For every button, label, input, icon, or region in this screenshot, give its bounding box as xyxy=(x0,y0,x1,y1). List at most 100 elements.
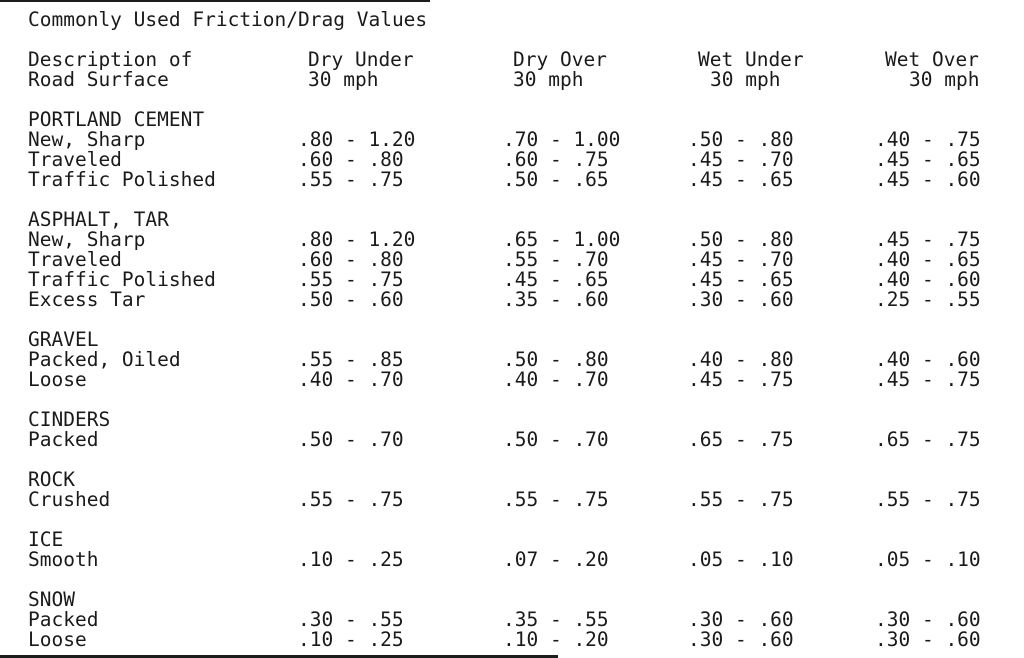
table-row: Traveled .60 - .80 .55 - .70 .45 - .70 .… xyxy=(28,250,1024,270)
table-row: New, Sharp .80 - 1.20 .70 - 1.00 .50 - .… xyxy=(28,130,1024,150)
cell-dry-under: .50 - .60 xyxy=(298,288,404,311)
cell-dry-under: .10 - .25 xyxy=(298,628,404,651)
top-edge-crop-artifact xyxy=(0,0,430,2)
section-heading: CINDERS xyxy=(28,408,111,431)
cell-wet-under: .45 - .70 xyxy=(688,248,794,271)
cell-wet-under: .50 - .80 xyxy=(688,128,794,151)
table-header-line2: Road Surface 30 mph 30 mph 30 mph 30 mph xyxy=(28,70,1024,90)
cell-wet-under: .65 - .75 xyxy=(688,428,794,451)
row-label: Traffic Polished xyxy=(28,268,216,291)
section-gravel: GRAVEL Packed, Oiled .55 - .85 .50 - .80… xyxy=(28,330,1024,390)
section-heading: ICE xyxy=(28,528,64,551)
cell-dry-over: .50 - .80 xyxy=(503,348,609,371)
row-label: Smooth xyxy=(28,548,99,571)
header-wet-under-line1: Wet Under xyxy=(698,48,804,71)
cell-dry-over: .65 - 1.00 xyxy=(503,228,621,251)
cell-wet-over: .55 - .75 xyxy=(875,488,981,511)
header-description-line1: Description of xyxy=(28,48,193,71)
cell-dry-under: .55 - .75 xyxy=(298,488,404,511)
cell-dry-over: .70 - 1.00 xyxy=(503,128,621,151)
cell-wet-over: .40 - .65 xyxy=(875,248,981,271)
cell-wet-under: .45 - .65 xyxy=(688,168,794,191)
bottom-edge-crop-artifact xyxy=(0,655,558,658)
cell-dry-under: .10 - .25 xyxy=(298,548,404,571)
cell-dry-under: .40 - .70 xyxy=(298,368,404,391)
cell-wet-under: .40 - .80 xyxy=(688,348,794,371)
section-cinders: CINDERS Packed .50 - .70 .50 - .70 .65 -… xyxy=(28,410,1024,450)
cell-wet-over: .30 - .60 xyxy=(875,608,981,631)
row-label: Traffic Polished xyxy=(28,168,216,191)
cell-wet-over: .05 - .10 xyxy=(875,548,981,571)
table-row: Traffic Polished .55 - .75 .50 - .65 .45… xyxy=(28,170,1024,190)
row-label: New, Sharp xyxy=(28,228,146,251)
header-dry-over-line1: Dry Over xyxy=(513,48,607,71)
row-label: New, Sharp xyxy=(28,128,146,151)
cell-dry-under: .50 - .70 xyxy=(298,428,404,451)
table-header: Description of Dry Under Dry Over Wet Un… xyxy=(28,50,1024,90)
header-wet-over-line2: 30 mph xyxy=(909,68,980,91)
section-heading: GRAVEL xyxy=(28,328,99,351)
row-label: Packed xyxy=(28,428,99,451)
cell-wet-under: .30 - .60 xyxy=(688,288,794,311)
cell-dry-under: .80 - 1.20 xyxy=(298,128,416,151)
table-row: Packed, Oiled .55 - .85 .50 - .80 .40 - … xyxy=(28,350,1024,370)
row-label: Excess Tar xyxy=(28,288,146,311)
cell-wet-over: .45 - .75 xyxy=(875,368,981,391)
section-heading: ROCK xyxy=(28,468,75,491)
document-content: Commonly Used Friction/Drag Values Descr… xyxy=(28,10,1024,650)
cell-wet-over: .25 - .55 xyxy=(875,288,981,311)
cell-dry-over: .07 - .20 xyxy=(503,548,609,571)
cell-dry-over: .10 - .20 xyxy=(503,628,609,651)
cell-wet-over: .30 - .60 xyxy=(875,628,981,651)
cell-dry-under: .55 - .75 xyxy=(298,268,404,291)
header-wet-under-line2: 30 mph xyxy=(710,68,781,91)
row-label: Traveled xyxy=(28,248,122,271)
cell-dry-under: .30 - .55 xyxy=(298,608,404,631)
page-title: Commonly Used Friction/Drag Values xyxy=(28,8,428,31)
header-dry-under-line1: Dry Under xyxy=(308,48,414,71)
table-row: Traffic Polished .55 - .75 .45 - .65 .45… xyxy=(28,270,1024,290)
section-heading: ASPHALT, TAR xyxy=(28,208,169,231)
row-label: Packed xyxy=(28,608,99,631)
cell-dry-over: .50 - .65 xyxy=(503,168,609,191)
cell-wet-over: .45 - .75 xyxy=(875,228,981,251)
cell-wet-over: .40 - .60 xyxy=(875,268,981,291)
cell-dry-over: .35 - .55 xyxy=(503,608,609,631)
row-label: Crushed xyxy=(28,488,111,511)
header-wet-over-line1: Wet Over xyxy=(885,48,979,71)
cell-wet-over: .40 - .60 xyxy=(875,348,981,371)
cell-wet-under: .50 - .80 xyxy=(688,228,794,251)
cell-wet-under: .05 - .10 xyxy=(688,548,794,571)
table-header-line1: Description of Dry Under Dry Over Wet Un… xyxy=(28,50,1024,70)
section-ice: ICE Smooth .10 - .25 .07 - .20 .05 - .10… xyxy=(28,530,1024,570)
cell-dry-under: .55 - .75 xyxy=(298,168,404,191)
cell-wet-under: .45 - .75 xyxy=(688,368,794,391)
cell-dry-under: .60 - .80 xyxy=(298,248,404,271)
cell-wet-over: .45 - .65 xyxy=(875,148,981,171)
header-description-line2: Road Surface xyxy=(28,68,169,91)
row-label: Traveled xyxy=(28,148,122,171)
cell-wet-over: .40 - .75 xyxy=(875,128,981,151)
row-label: Loose xyxy=(28,368,87,391)
row-label: Packed, Oiled xyxy=(28,348,181,371)
cell-dry-over: .55 - .70 xyxy=(503,248,609,271)
cell-wet-under: .55 - .75 xyxy=(688,488,794,511)
cell-dry-over: .40 - .70 xyxy=(503,368,609,391)
table-row: Excess Tar .50 - .60 .35 - .60 .30 - .60… xyxy=(28,290,1024,310)
table-row: Traveled .60 - .80 .60 - .75 .45 - .70 .… xyxy=(28,150,1024,170)
header-dry-over-line2: 30 mph xyxy=(513,68,584,91)
cell-dry-over: .45 - .65 xyxy=(503,268,609,291)
table-row: Loose .40 - .70 .40 - .70 .45 - .75 .45 … xyxy=(28,370,1024,390)
section-portland-cement: PORTLAND CEMENT New, Sharp .80 - 1.20 .7… xyxy=(28,110,1024,190)
cell-wet-over: .45 - .60 xyxy=(875,168,981,191)
table-row: Smooth .10 - .25 .07 - .20 .05 - .10 .05… xyxy=(28,550,1024,570)
header-dry-under-line2: 30 mph xyxy=(308,68,379,91)
table-row: Loose .10 - .25 .10 - .20 .30 - .60 .30 … xyxy=(28,630,1024,650)
section-snow: SNOW Packed .30 - .55 .35 - .55 .30 - .6… xyxy=(28,590,1024,650)
section-heading: PORTLAND CEMENT xyxy=(28,108,205,131)
cell-dry-under: .80 - 1.20 xyxy=(298,228,416,251)
cell-wet-under: .45 - .70 xyxy=(688,148,794,171)
table-row: Packed .30 - .55 .35 - .55 .30 - .60 .30… xyxy=(28,610,1024,630)
cell-wet-under: .30 - .60 xyxy=(688,608,794,631)
